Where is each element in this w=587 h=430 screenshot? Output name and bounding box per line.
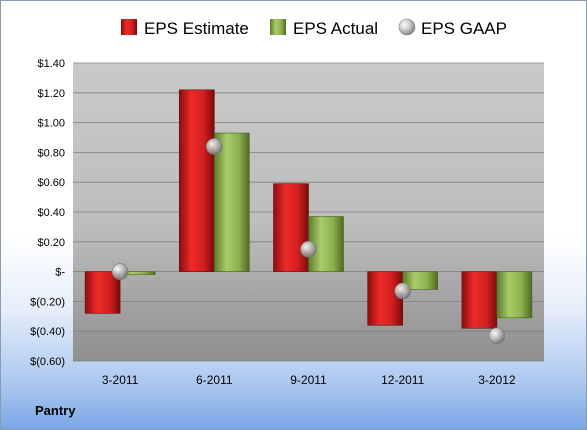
x-tick-label: 12-2011 [381,373,424,387]
y-tick-label: $1.20 [37,88,65,100]
company-name: Pantry [35,403,76,418]
gaap-point [300,240,317,258]
y-tick-label: $(0.40) [30,326,65,338]
estimate-bar [367,271,404,326]
legend-item-gaap: EPS GAAP [398,18,507,38]
gaap-points [111,138,506,344]
gaap-point [206,138,223,155]
y-tick-label: $0.40 [37,207,65,219]
y-tick-label: $0.20 [37,237,65,249]
x-axis-ticks: 3-2011 6-2011 9-2011 12-2011 3-2012 [102,373,516,387]
y-axis-ticks: $1.40 $1.20 $1.00 $0.80 $0.60 $0.40 $0.20 $- $(0… [30,58,65,368]
x-tick-label: 6-2011 [196,373,233,387]
actual-bar [214,132,250,272]
estimate-bar [461,271,498,329]
x-tick-label: 3-2012 [478,373,516,387]
actual-bar [402,271,439,290]
y-tick-label: $- [55,267,65,279]
x-tick-label: 9-2011 [290,373,327,387]
bars [84,89,533,329]
y-tick-label: $1.00 [37,118,65,130]
x-tick-label: 3-2011 [102,373,139,387]
y-tick-label: $(0.60) [30,356,65,368]
gaap-point [394,282,412,300]
legend-swatch-actual [270,19,286,35]
estimate-bar [84,271,121,314]
legend-item-actual: EPS Actual [270,19,378,38]
legend-label-estimate: EPS Estimate [144,19,249,38]
legend: EPS Estimate EPS Actual EPS GAAP [121,18,507,38]
estimate-bar [273,183,309,272]
legend-label-actual: EPS Actual [293,19,378,38]
gaap-point [488,327,506,344]
legend-swatch-estimate [121,19,137,35]
gaap-point [111,263,129,280]
legend-swatch-gaap [398,18,416,36]
legend-item-estimate: EPS Estimate [121,19,249,38]
actual-bar [496,271,533,319]
y-tick-label: $0.60 [37,177,65,189]
estimate-bar [179,89,215,272]
legend-label-gaap: EPS GAAP [421,19,507,38]
y-tick-label: $0.80 [37,147,65,159]
y-tick-label: $(0.20) [30,296,65,308]
y-tick-label: $1.40 [37,58,65,70]
